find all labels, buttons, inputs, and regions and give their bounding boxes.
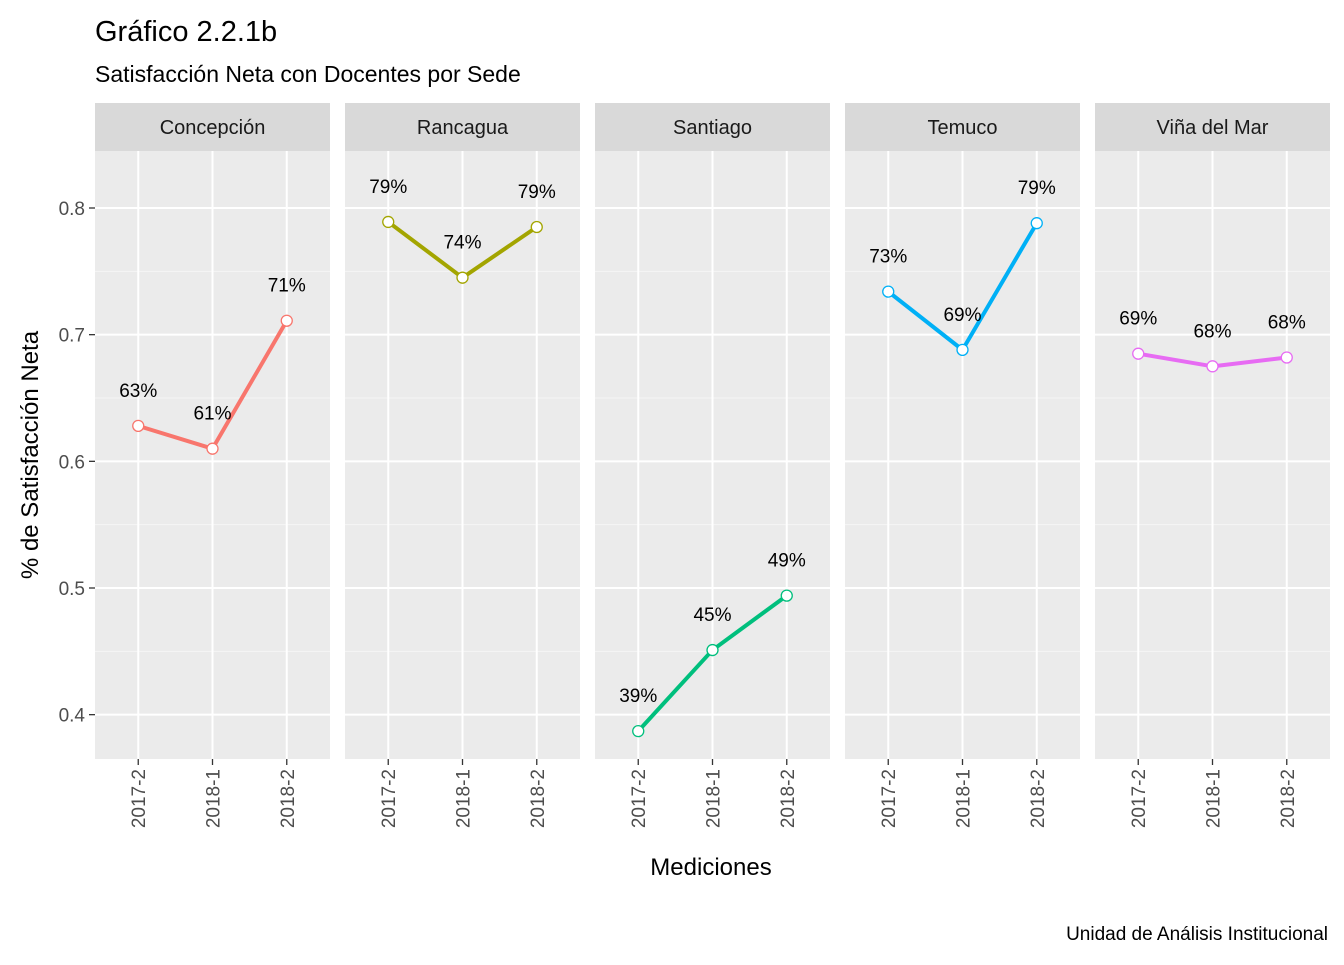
data-point	[530, 220, 543, 234]
data-label: 69%	[943, 305, 981, 326]
data-point	[456, 271, 469, 284]
y-tick-label: 0.5	[59, 579, 85, 600]
facet-strip-label: Rancagua	[417, 117, 509, 139]
y-tick-label: 0.7	[59, 326, 85, 347]
x-tick-label: 2018-2	[778, 769, 799, 828]
facet-strip	[845, 103, 1080, 151]
data-label: 74%	[443, 233, 481, 254]
data-point	[132, 419, 145, 433]
data-point	[632, 724, 645, 738]
facet-strip-label: Temuco	[927, 117, 997, 139]
x-tick-label: 2018-2	[1278, 769, 1299, 828]
facet-strip	[595, 103, 830, 151]
x-tick-label: 2018-1	[1204, 769, 1225, 828]
chart-title: Gráfico 2.2.1b	[95, 16, 277, 48]
chart-subtitle: Satisfacción Neta con Docentes por Sede	[95, 61, 521, 87]
data-label: 73%	[869, 247, 907, 268]
data-point	[780, 589, 793, 602]
y-axis-title: % de Satisfacción Neta	[17, 330, 44, 579]
facet-strip-label: Concepción	[160, 117, 266, 139]
y-tick-label: 0.4	[59, 706, 86, 727]
x-tick-label: 2018-1	[204, 769, 225, 828]
x-tick-label: 2018-2	[528, 769, 549, 828]
x-tick-label: 2017-2	[129, 769, 150, 828]
facet-strip-label: Santiago	[673, 117, 752, 139]
data-label: 49%	[768, 551, 806, 572]
data-label: 79%	[369, 177, 407, 198]
x-tick-label: 2018-2	[1028, 769, 1049, 828]
data-label: 63%	[119, 381, 157, 402]
data-point	[206, 442, 219, 455]
y-tick-label: 0.8	[59, 199, 85, 220]
data-label: 69%	[1119, 309, 1157, 330]
data-point	[1280, 351, 1293, 364]
chart-caption: Unidad de Análisis Institucional	[1066, 924, 1328, 945]
x-tick-label: 2017-2	[1129, 769, 1150, 828]
x-tick-label: 2018-1	[454, 769, 475, 828]
data-point	[382, 215, 395, 229]
data-point	[1030, 217, 1043, 230]
data-label: 45%	[693, 605, 731, 626]
facet-panels: 0.4 0.5 0.6 0.7 0.8 Concepción 2017-2 2018-1 201…	[59, 103, 1330, 828]
data-label: 39%	[619, 686, 657, 707]
x-tick-label: 2018-1	[954, 769, 975, 828]
data-point	[1206, 360, 1219, 373]
data-point	[956, 343, 969, 357]
data-point	[882, 285, 895, 298]
data-point	[280, 314, 293, 327]
y-tick-label: 0.6	[59, 452, 85, 473]
facet-strip	[1095, 103, 1330, 151]
data-point	[706, 643, 719, 657]
x-tick-label: 2017-2	[379, 769, 400, 828]
data-label: 68%	[1193, 321, 1231, 342]
data-label: 68%	[1268, 312, 1306, 333]
x-tick-label: 2018-2	[278, 769, 299, 828]
data-label: 79%	[1018, 178, 1056, 199]
data-label: 79%	[518, 182, 556, 203]
x-tick-label: 2017-2	[629, 769, 650, 828]
facet-strip-label: Viña del Mar	[1157, 117, 1269, 139]
x-tick-label: 2018-1	[704, 769, 725, 828]
facet-strip	[345, 103, 580, 151]
x-tick-label: 2017-2	[879, 769, 900, 828]
data-point	[1132, 347, 1145, 360]
data-label: 71%	[268, 276, 306, 297]
x-axis-title: Mediciones	[650, 854, 771, 881]
facet-strip	[95, 103, 330, 151]
data-label: 61%	[193, 404, 231, 425]
